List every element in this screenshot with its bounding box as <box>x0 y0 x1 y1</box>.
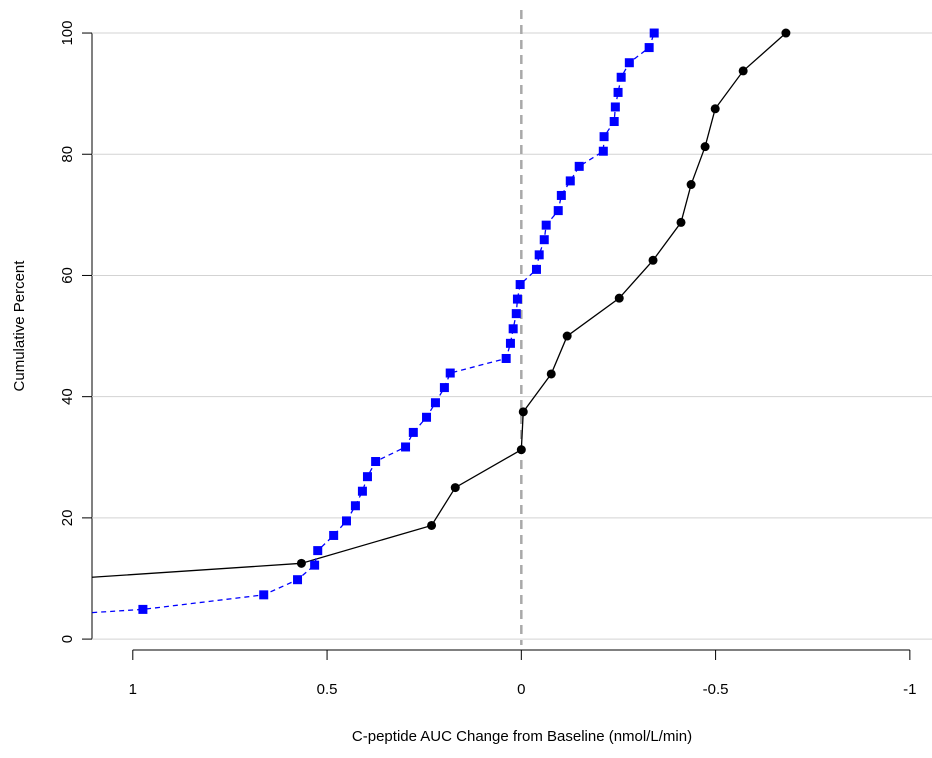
series-line <box>92 32 655 614</box>
y-tick-label: 100 <box>59 21 76 46</box>
y-tick-label: 80 <box>59 146 76 163</box>
point <box>546 369 556 379</box>
point <box>508 324 518 334</box>
point <box>362 472 372 482</box>
point <box>624 58 634 68</box>
point <box>341 516 351 526</box>
point <box>296 558 306 568</box>
point <box>738 66 748 76</box>
point <box>531 264 541 274</box>
point <box>613 87 623 97</box>
point <box>293 575 303 585</box>
point <box>313 546 323 556</box>
point <box>310 560 320 570</box>
point <box>541 220 551 230</box>
point <box>610 102 620 112</box>
point <box>648 255 658 265</box>
point <box>501 353 511 363</box>
point <box>259 590 269 600</box>
point <box>614 293 624 303</box>
point <box>511 309 521 319</box>
point <box>401 442 411 452</box>
point <box>430 398 440 408</box>
point <box>371 457 381 467</box>
point <box>598 146 608 156</box>
point <box>422 412 432 422</box>
plot-area <box>92 28 791 614</box>
point <box>710 104 720 114</box>
point <box>512 294 522 304</box>
point <box>450 483 460 493</box>
x-tick-label: -1 <box>903 681 916 698</box>
point <box>574 161 584 171</box>
point <box>505 338 515 348</box>
point <box>357 486 367 496</box>
point <box>565 176 575 186</box>
y-axis-label: Cumulative Percent <box>11 260 28 392</box>
y-tick-label: 40 <box>59 388 76 405</box>
point <box>609 117 619 127</box>
y-tick-label: 20 <box>59 510 76 527</box>
point <box>616 72 626 82</box>
point <box>644 43 654 53</box>
point <box>676 217 686 227</box>
point <box>781 28 791 38</box>
point <box>329 530 339 540</box>
point <box>553 206 563 216</box>
point <box>649 28 659 38</box>
point <box>445 368 455 378</box>
point <box>599 132 609 142</box>
point <box>556 190 566 200</box>
point <box>700 142 710 152</box>
point <box>439 383 449 393</box>
point <box>138 604 148 614</box>
x-tick-label: 0.5 <box>317 681 338 698</box>
y-tick-label: 0 <box>59 635 76 643</box>
x-tick-label: -0.5 <box>703 681 729 698</box>
point <box>534 250 544 260</box>
x-tick-label: 0 <box>517 681 525 698</box>
x-tick-label: 1 <box>129 681 137 698</box>
y-tick-label: 60 <box>59 267 76 284</box>
point <box>408 427 418 437</box>
x-axis-label: C-peptide AUC Change from Baseline (nmol… <box>352 728 692 745</box>
point <box>518 407 528 417</box>
point <box>350 501 360 511</box>
point <box>562 331 572 341</box>
point <box>539 235 549 245</box>
point <box>427 520 437 530</box>
point <box>686 180 696 190</box>
point <box>516 445 526 455</box>
series-line <box>92 32 787 578</box>
point <box>515 280 525 290</box>
